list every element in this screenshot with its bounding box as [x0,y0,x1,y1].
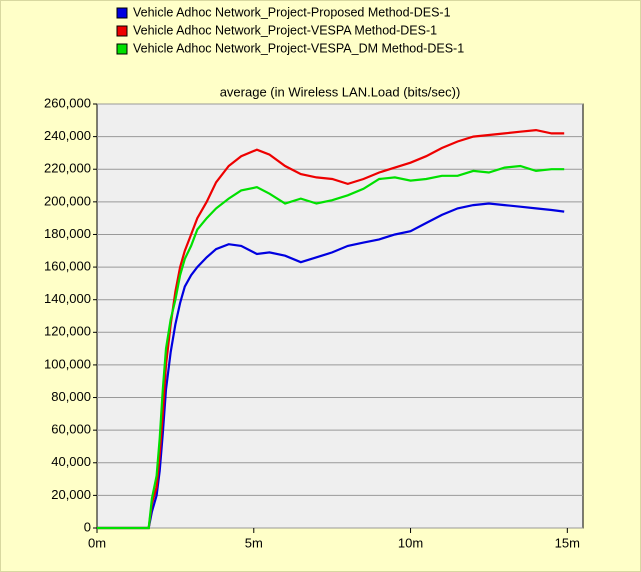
x-tick-label: 15m [555,535,580,550]
x-tick-label: 0m [88,535,106,550]
y-tick-label: 140,000 [44,291,91,306]
y-tick-label: 200,000 [44,193,91,208]
y-tick-label: 120,000 [44,324,91,339]
legend-label: Vehicle Adhoc Network_Project-VESPA_DM M… [133,41,464,55]
legend-label: Vehicle Adhoc Network_Project-Proposed M… [133,5,451,19]
y-tick-label: 80,000 [51,389,91,404]
y-tick-label: 60,000 [51,422,91,437]
legend-swatch [116,7,128,19]
x-tick-label: 5m [245,535,263,550]
y-tick-label: 100,000 [44,356,91,371]
y-tick-label: 160,000 [44,259,91,274]
y-tick-label: 0 [84,519,91,534]
y-tick-label: 40,000 [51,454,91,469]
y-tick-label: 20,000 [51,487,91,502]
y-tick-label: 240,000 [44,128,91,143]
legend-label: Vehicle Adhoc Network_Project-VESPA Meth… [133,23,437,37]
y-tick-label: 180,000 [44,226,91,241]
x-tick-label: 10m [398,535,423,550]
y-tick-label: 220,000 [44,161,91,176]
legend-swatch [116,43,128,55]
chart-title: average (in Wireless LAN.Load (bits/sec)… [220,84,461,99]
series-line [97,164,565,530]
series-line [97,202,565,530]
legend-swatch [116,25,128,37]
y-tick-label: 260,000 [44,95,91,110]
series-line [97,128,565,530]
